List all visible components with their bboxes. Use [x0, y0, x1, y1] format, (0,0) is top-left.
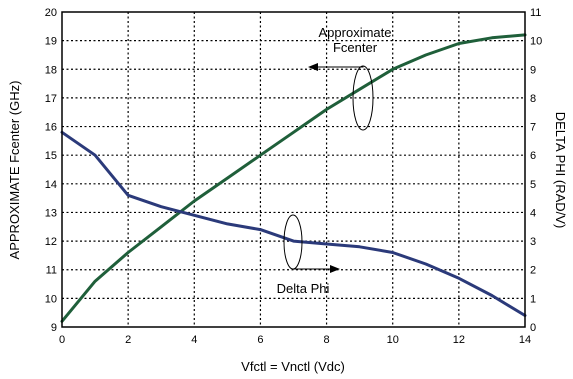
y-axis-left-label: APPROXIMATE Fcenter (GHz)	[7, 81, 22, 260]
annotation-fcenter-line2: Fcenter	[333, 40, 378, 55]
x-tick-label: 4	[191, 334, 197, 346]
y-tick-label-left: 13	[45, 207, 57, 219]
annotation-fcenter-line1: Approximate	[319, 25, 392, 40]
y-tick-label-right: 1	[530, 293, 536, 305]
ticks: 0 2 4 6 8 10 12 1491011121314151617181920012345…	[45, 7, 543, 346]
y-tick-label-left: 9	[51, 322, 57, 334]
x-tick-label: 0	[59, 334, 65, 346]
y-tick-label-left: 15	[45, 150, 57, 162]
y-tick-label-right: 9	[530, 64, 536, 76]
y-tick-label-left: 11	[46, 265, 57, 277]
x-tick-label: 8	[324, 334, 330, 346]
y-tick-label-right: 11	[530, 7, 541, 19]
y-tick-label-right: 7	[530, 122, 536, 134]
y-tick-label-right: 3	[530, 236, 536, 248]
y-tick-label-left: 12	[45, 236, 57, 248]
series-line-deltaphi	[60, 130, 527, 317]
x-tick-label: 2	[125, 334, 131, 346]
y-tick-label-right: 4	[530, 207, 536, 219]
x-tick-label: 14	[519, 334, 531, 346]
grid	[62, 12, 525, 327]
y-tick-label-left: 18	[45, 64, 57, 76]
y-tick-label-right: 10	[530, 36, 542, 48]
x-tick-label: 6	[257, 334, 263, 346]
y-tick-label-left: 19	[45, 36, 57, 48]
series-layer	[60, 33, 527, 323]
annotation-fcenter-marker	[308, 63, 374, 131]
y-tick-label-right: 8	[530, 93, 536, 105]
annotation-deltaphi-marker	[283, 214, 340, 273]
y-tick-label-left: 16	[45, 122, 57, 134]
plot-frame	[61, 11, 526, 328]
x-tick-label: 10	[387, 334, 399, 346]
x-axis-label: Vfctl = Vnctl (Vdc)	[241, 359, 345, 374]
series-line-fcenter	[60, 33, 527, 323]
x-tick-label: 12	[453, 334, 465, 346]
y-tick-label-right: 2	[530, 265, 536, 277]
y-tick-label-right: 6	[530, 150, 536, 162]
y-tick-label-right: 5	[530, 179, 536, 191]
annotation-deltaphi: Delta Phi	[277, 281, 330, 296]
y-tick-label-left: 10	[45, 293, 57, 305]
y-tick-label-left: 17	[45, 93, 57, 105]
y-tick-label-left: 20	[45, 7, 57, 19]
y-tick-label-right: 0	[530, 322, 536, 334]
y-tick-label-left: 14	[45, 179, 57, 191]
y-axis-right-label: DELTA PHI (RAD/V)	[553, 112, 568, 229]
annotations: Approximate Fcenter Delta Phi	[277, 25, 392, 296]
